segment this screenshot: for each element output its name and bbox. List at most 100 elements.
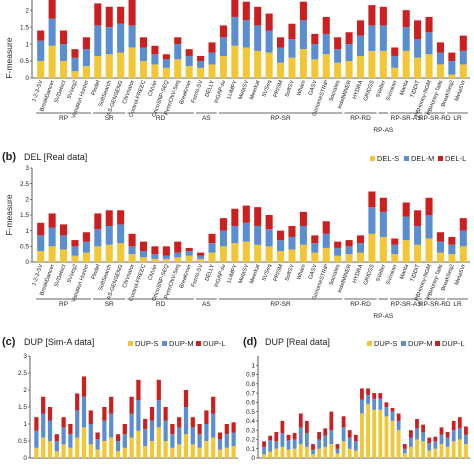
bar-dup-m (280, 432, 285, 447)
x-tick-label: CNVer (148, 80, 159, 98)
bar-del-l (311, 235, 319, 244)
bar-del-m (254, 25, 262, 51)
bar-del-s (139, 257, 148, 262)
bar-del-m (151, 54, 159, 65)
bar-dup-m (286, 440, 291, 450)
bar-del-l (277, 230, 285, 241)
y-tick-label: 2.5 (18, 370, 27, 377)
bar-del-m (277, 47, 285, 63)
bar-del-s (391, 67, 399, 78)
bar-del-s (219, 246, 227, 262)
bar-dup-s (41, 437, 46, 458)
bar-del-s (299, 244, 307, 262)
bar-dup-l (156, 379, 161, 401)
group-label: RD (156, 301, 166, 308)
y-tick-label: 0.4 (246, 418, 255, 425)
x-tick-label: SVSeq (261, 80, 273, 98)
bar-dup-l (81, 376, 87, 397)
y-tick-label: 2 (25, 7, 29, 14)
bar-del-m (139, 251, 148, 258)
bar-dup-s (396, 430, 401, 458)
bar-dup-l (421, 424, 426, 433)
x-tick-label: GASV (308, 263, 319, 280)
legend-swatch (128, 341, 133, 346)
bar-del-m (356, 243, 365, 253)
bar-dup-s (81, 427, 87, 458)
y-tick-label: 2.5 (20, 181, 29, 188)
bar-del-m (162, 255, 170, 259)
bar-dup-s (156, 427, 161, 458)
x-tick-label: Meerkat (249, 263, 262, 284)
bar-del-l (254, 207, 262, 226)
legend-label: DUP-M (408, 339, 433, 348)
bar-del-m (242, 20, 250, 48)
bar-dup-l (211, 396, 216, 414)
bar-del-m (265, 229, 273, 247)
bar-del-m (219, 37, 227, 56)
bar-del-s (356, 252, 365, 262)
bar-dup-s (372, 409, 377, 458)
bar-del-s (402, 240, 410, 262)
bar-del-l (197, 252, 205, 256)
x-tick-label: DELLY (204, 263, 216, 282)
bar-dup-s (122, 447, 127, 458)
bar-dup-l (262, 441, 266, 447)
bar-del-m (117, 23, 125, 53)
bar-dup-s (143, 446, 148, 458)
bar-del-m (37, 40, 45, 62)
x-tick-label: SoftSV (284, 79, 296, 98)
bar-del-l (391, 47, 399, 56)
group-label: AS (202, 301, 211, 308)
bar-del-m (402, 216, 410, 241)
bar-dup-m (109, 413, 114, 438)
bar-del-s (368, 50, 376, 78)
bar-dup-m (457, 428, 462, 440)
bar-dup-s (427, 450, 432, 458)
bar-del-s (94, 55, 102, 78)
bar-del-l (391, 238, 399, 245)
x-tick-label: SoftSV (284, 263, 296, 282)
bar-del-s (448, 74, 456, 78)
panel-b-title: DEL [Real data] (24, 152, 87, 162)
bar-del-s (139, 61, 148, 78)
x-tick-label: Wham (296, 263, 307, 281)
bar-dup-l (47, 407, 53, 421)
bar-del-m (219, 230, 227, 247)
bar-del-m (345, 246, 353, 255)
bar-del-m (379, 25, 387, 51)
bar-del-m (82, 241, 90, 253)
group-label: AS (202, 115, 211, 122)
bar-del-m (197, 61, 205, 68)
bar-dup-l (317, 432, 322, 440)
bar-del-l (105, 6, 113, 28)
group-label: RP (59, 115, 68, 122)
bar-del-l (288, 225, 296, 237)
bar-del-l (254, 6, 262, 26)
bar-del-m (288, 236, 296, 250)
bar-del-m (82, 49, 90, 67)
bar-dup-l (384, 402, 389, 407)
bar-del-s (60, 61, 68, 78)
bar-dup-m (177, 427, 182, 445)
bar-dup-m (317, 439, 322, 449)
bar-dup-m (115, 441, 121, 452)
x-tick-label: SVelter (375, 264, 387, 283)
bar-dup-m (451, 430, 456, 442)
bar-del-l (139, 37, 148, 48)
bar-dup-s (439, 444, 444, 458)
y-tick-label: 0.6 (246, 400, 255, 407)
bar-dup-m (75, 410, 80, 438)
bar-del-m (356, 35, 365, 56)
bar-del-s (414, 244, 422, 262)
x-tick-label: InGAP-sv (214, 263, 228, 288)
bar-del-l (425, 197, 433, 215)
bar-del-m (288, 39, 296, 58)
bar-del-l (242, 205, 250, 223)
bar-dup-l (75, 393, 80, 411)
bar-dup-s (231, 446, 236, 458)
bar-dup-l (439, 427, 444, 435)
bar-del-l (151, 246, 159, 255)
bar-dup-m (163, 420, 168, 441)
y-tick-label: 1.5 (20, 212, 29, 219)
bar-del-s (311, 252, 319, 262)
